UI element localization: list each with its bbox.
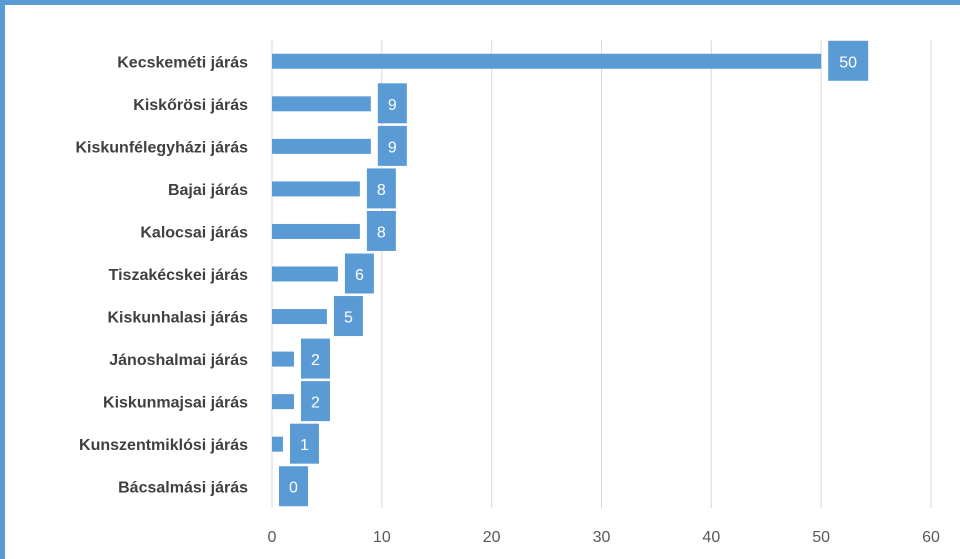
bar [272,223,360,239]
bar [272,53,822,69]
x-tick-label: 50 [812,529,830,546]
bar [272,138,371,154]
data-label: 8 [377,224,386,241]
data-label-box [344,253,374,294]
bar [272,351,294,367]
category-label: Kiskunhalasi járás [107,310,248,327]
x-tick-label: 30 [593,529,611,546]
data-label: 2 [311,395,320,412]
x-tick-label: 10 [373,529,391,546]
data-label: 8 [377,182,386,199]
data-label: 2 [311,352,320,369]
data-label: 9 [388,97,397,114]
bar [272,436,283,452]
category-label: Kiskunmajsai járás [103,395,248,412]
data-label: 6 [355,267,364,284]
data-label-box [377,125,407,166]
x-tick-label: 0 [268,529,277,546]
category-labels: Kecskeméti járás Kiskőrösi járás Kiskunfél… [75,54,248,496]
data-label: 0 [289,480,298,497]
data-label: 9 [388,139,397,156]
bar [272,181,360,197]
data-label-box [300,381,330,422]
bar [272,394,294,410]
x-axis-tick-labels: 0 10 20 30 40 50 60 [268,529,940,546]
data-label-box [333,296,363,337]
data-label-box [279,466,308,507]
bar [272,96,371,112]
x-tick-label: 60 [922,529,940,546]
category-label: Bácsalmási járás [118,480,248,497]
category-label: Kunszentmiklósi járás [79,437,248,454]
category-label: Kecskeméti járás [117,54,248,71]
category-label: Bajai járás [168,182,248,199]
data-label: 50 [839,54,857,71]
category-label: Jánoshalmai járás [109,352,248,369]
data-label: 1 [300,437,309,454]
category-label: Kalocsai járás [140,224,248,241]
category-label: Tiszakécskei járás [109,267,248,284]
bar [272,266,338,282]
data-label-box [828,40,869,81]
x-tick-label: 20 [483,529,501,546]
data-label-box [377,83,407,124]
data-label-box [300,338,330,379]
x-tick-label: 40 [702,529,720,546]
bars: 50 9 9 8 8 6 5 2 2 1 0 [272,40,869,507]
data-label: 5 [344,310,353,327]
data-label-box [366,210,396,251]
bar [272,309,327,325]
category-label: Kiskőrösi járás [133,97,248,114]
category-label: Kiskunfélegyházi járás [75,139,248,156]
data-label-box [366,168,396,209]
data-label-box [289,423,319,464]
